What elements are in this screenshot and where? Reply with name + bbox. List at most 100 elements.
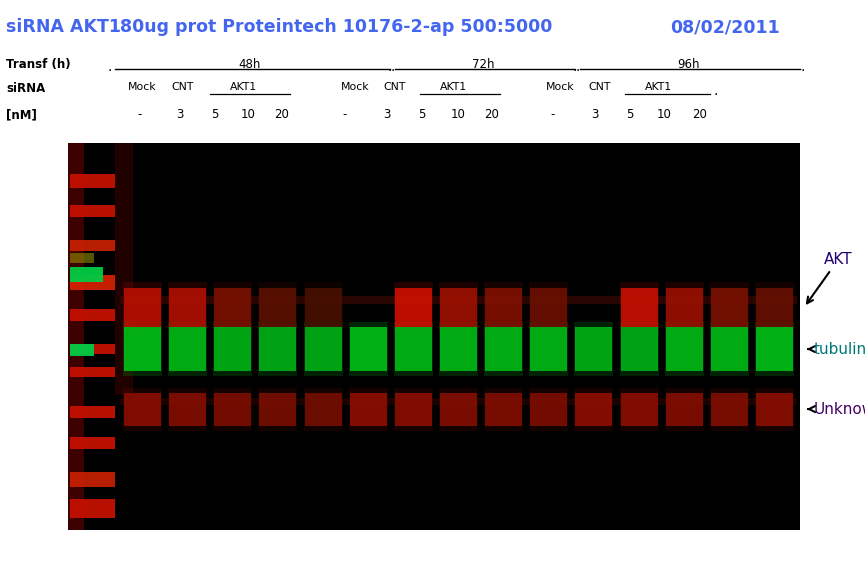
Text: 08/02/2011: 08/02/2011 xyxy=(670,18,779,36)
Bar xyxy=(68,143,85,530)
Text: 3: 3 xyxy=(592,108,599,121)
Text: 48h: 48h xyxy=(239,58,261,71)
Bar xyxy=(394,288,432,327)
Bar xyxy=(70,344,93,356)
Text: 3: 3 xyxy=(176,108,183,121)
Bar xyxy=(620,393,657,425)
Text: 10: 10 xyxy=(451,108,465,121)
Bar xyxy=(68,143,800,530)
Bar xyxy=(619,283,658,333)
Bar xyxy=(70,275,115,290)
Bar xyxy=(70,499,115,518)
Bar xyxy=(439,388,478,430)
Bar xyxy=(349,322,388,376)
Bar xyxy=(394,327,432,371)
Bar xyxy=(710,388,749,430)
Bar xyxy=(619,388,658,430)
Bar xyxy=(439,322,478,376)
Text: 3: 3 xyxy=(383,108,391,121)
Text: Mock: Mock xyxy=(546,82,574,92)
Bar xyxy=(529,322,568,376)
Bar xyxy=(666,393,702,425)
Bar xyxy=(711,327,748,371)
Bar xyxy=(123,322,162,376)
Bar xyxy=(440,327,477,371)
Text: .: . xyxy=(801,60,805,74)
Bar xyxy=(710,283,749,333)
Text: tubulin: tubulin xyxy=(808,342,865,356)
Bar xyxy=(70,253,93,263)
Bar xyxy=(485,327,522,371)
Bar xyxy=(620,288,657,327)
Bar xyxy=(440,393,477,425)
Bar xyxy=(304,388,343,430)
Text: AKT: AKT xyxy=(807,252,853,303)
Bar xyxy=(124,288,161,327)
Bar xyxy=(120,296,797,305)
Bar xyxy=(439,283,478,333)
Bar xyxy=(574,322,613,376)
Text: .: . xyxy=(714,84,718,98)
Bar xyxy=(666,327,702,371)
Bar xyxy=(214,322,253,376)
Text: 20: 20 xyxy=(693,108,708,121)
Text: -: - xyxy=(343,108,347,121)
Bar xyxy=(170,288,206,327)
Bar xyxy=(349,327,387,371)
Bar xyxy=(666,288,702,327)
Bar xyxy=(168,322,208,376)
Bar xyxy=(755,388,794,430)
Text: CNT: CNT xyxy=(589,82,612,92)
Bar xyxy=(214,283,253,333)
Bar xyxy=(664,322,703,376)
Bar xyxy=(530,393,567,425)
Bar xyxy=(304,393,342,425)
Text: -: - xyxy=(138,108,142,121)
Text: Mock: Mock xyxy=(341,82,369,92)
Bar xyxy=(70,205,115,217)
Bar xyxy=(70,472,115,487)
Bar xyxy=(755,283,794,333)
Bar xyxy=(755,322,794,376)
Text: AKT1: AKT1 xyxy=(439,82,466,92)
Bar xyxy=(304,327,342,371)
Text: .: . xyxy=(108,60,112,74)
Bar xyxy=(70,368,115,377)
Bar xyxy=(70,344,115,354)
Bar xyxy=(394,393,432,425)
Bar xyxy=(70,406,115,418)
Bar xyxy=(70,174,115,187)
Bar xyxy=(575,393,612,425)
Bar xyxy=(711,288,748,327)
Text: 5: 5 xyxy=(211,108,219,121)
Bar xyxy=(530,327,567,371)
Bar xyxy=(70,267,103,283)
Bar xyxy=(530,288,567,327)
Text: 80ug prot Proteintech 10176-2-ap 500:5000: 80ug prot Proteintech 10176-2-ap 500:500… xyxy=(120,18,553,36)
Bar xyxy=(259,388,298,430)
Text: 5: 5 xyxy=(626,108,634,121)
Text: 10: 10 xyxy=(657,108,671,121)
Text: .: . xyxy=(573,60,577,74)
Bar xyxy=(214,388,253,430)
Bar xyxy=(259,283,298,333)
Bar xyxy=(484,388,523,430)
Bar xyxy=(215,327,252,371)
Bar xyxy=(756,327,793,371)
Bar xyxy=(619,322,658,376)
Bar xyxy=(756,393,793,425)
Bar xyxy=(168,388,208,430)
Bar xyxy=(485,288,522,327)
Bar xyxy=(260,393,297,425)
Bar xyxy=(664,388,703,430)
Bar xyxy=(124,393,161,425)
Text: 10: 10 xyxy=(240,108,255,121)
Text: Transf (h): Transf (h) xyxy=(6,58,71,71)
Bar xyxy=(304,288,342,327)
Bar xyxy=(115,143,133,395)
Bar xyxy=(260,288,297,327)
Bar xyxy=(620,327,657,371)
Text: AKT1: AKT1 xyxy=(229,82,257,92)
Bar xyxy=(124,327,161,371)
Bar xyxy=(756,288,793,327)
